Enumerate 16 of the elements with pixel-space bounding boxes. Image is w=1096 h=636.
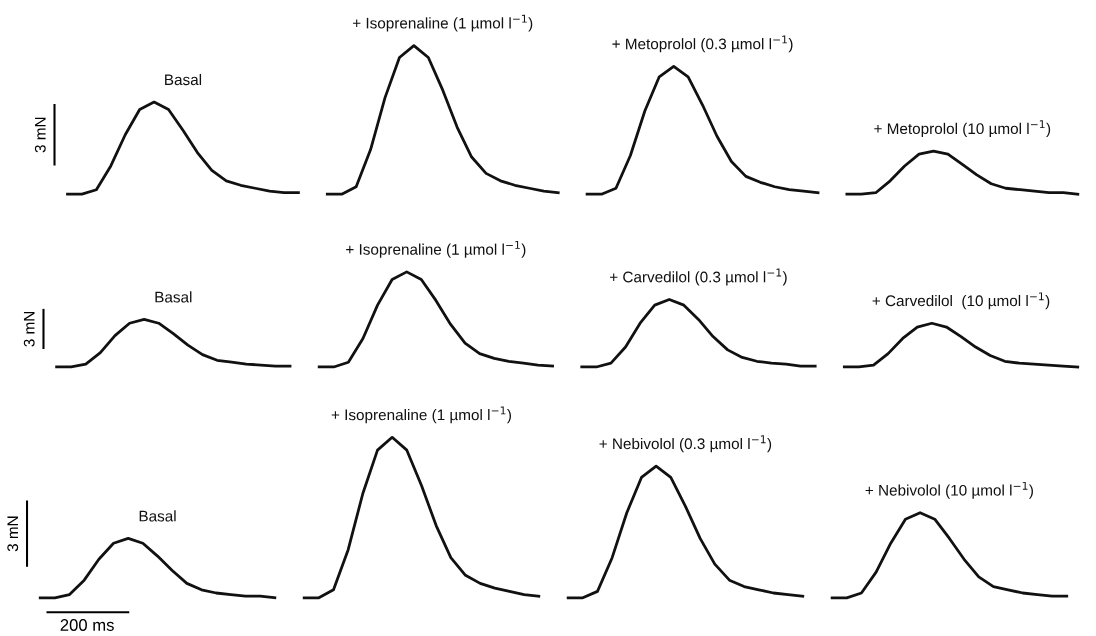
text: 3 mN: [7, 516, 19, 552]
text: + Carvedilol (0.3 µmol l$^{−1}$): [609, 268, 787, 286]
text: + Isoprenaline (1 µmol l$^{−1}$): [331, 406, 511, 424]
text: + Nebivolol (10 µmol l$^{−1}$): [865, 481, 1033, 499]
series-label: + Metoprolol (10 µmol l$^{−1}$): [874, 120, 1051, 138]
series-label: Basal: [165, 73, 202, 86]
text: + Metoprolol (0.3 µmol l$^{−1}$): [612, 35, 793, 53]
text: 200 ms: [60, 619, 114, 631]
series-label: Basal: [155, 291, 192, 303]
series-label: + Carvedilol (10 µmol l$^{−1}$): [872, 292, 1050, 310]
series-label: Basal: [139, 510, 176, 522]
text: + Isoprenaline (1 µmol l$^{−1}$): [352, 14, 533, 32]
text: 3 mN: [23, 311, 35, 347]
text: + Nebivolol (0.3 µmol l$^{−1}$): [599, 435, 772, 453]
text: 3 mN: [34, 117, 46, 153]
text: + Isoprenaline (1 µmol l$^{−1}$): [346, 241, 526, 258]
